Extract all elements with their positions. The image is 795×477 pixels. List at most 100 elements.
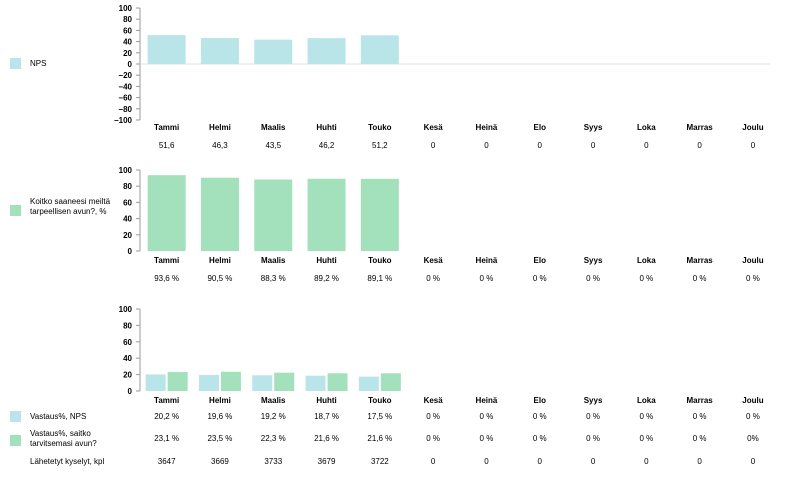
resp-bar-nps: [358, 376, 379, 391]
sent-count-value: 3669: [211, 457, 229, 466]
resp-bar-help: [167, 372, 188, 391]
sent-count-value: 3647: [158, 457, 176, 466]
sent-count-label: Lähetetyt kyselyt, kpl: [30, 457, 104, 466]
resp-help-value-label: 0 %: [693, 434, 707, 443]
resp-category-label: Kesä: [424, 396, 444, 405]
help-value-label: 89,1 %: [367, 274, 392, 283]
nps-bar: [200, 38, 239, 64]
help-ytick-label: 40: [123, 215, 132, 224]
resp-nps-value-label: 18,7 %: [314, 412, 339, 421]
nps-category-label: Loka: [637, 123, 656, 132]
nps-category-label: Huhti: [316, 123, 336, 132]
resp-bar-nps: [252, 375, 273, 391]
resp-help-value-label: 0%: [747, 434, 759, 443]
help-value-label: 0 %: [533, 274, 547, 283]
resp-nps-value-label: 19,2 %: [261, 412, 286, 421]
help-bar: [147, 175, 186, 251]
resp-nps-value-label: 19,6 %: [207, 412, 232, 421]
help-bar: [307, 178, 346, 251]
resp-category-label: Heinä: [476, 396, 498, 405]
nps-category-label: Touko: [368, 123, 392, 132]
nps-ytick-label: 100: [119, 4, 133, 13]
help-bar: [360, 178, 399, 251]
help-category-label: Touko: [368, 256, 392, 265]
help-ytick-label: 60: [123, 198, 132, 207]
nps-ytick-label: −20: [118, 71, 132, 80]
help-category-label: Kesä: [424, 256, 444, 265]
resp-ytick-label: 40: [123, 354, 132, 363]
help-category-label: Joulu: [742, 256, 763, 265]
resp-help-value-label: 0 %: [426, 434, 440, 443]
resp-category-label: Touko: [368, 396, 392, 405]
nps-category-label: Joulu: [742, 123, 763, 132]
resp-help-value-label: 0 %: [586, 434, 600, 443]
sent-count-value: 0: [644, 457, 649, 466]
nps-value-label: 46,3: [212, 141, 228, 150]
resp-help-value-label: 0 %: [533, 434, 547, 443]
help-category-label: Helmi: [209, 256, 231, 265]
nps-bar: [147, 35, 186, 64]
resp-nps-value-label: 0 %: [746, 412, 760, 421]
resp-help-value-label: 0 %: [639, 434, 653, 443]
nps-ytick-label: 80: [123, 15, 132, 24]
help-value-label: 0 %: [480, 274, 494, 283]
resp-category-label: Marras: [687, 396, 714, 405]
resp-bar-help: [327, 373, 348, 391]
resp-category-label: Maalis: [261, 396, 286, 405]
help-value-label: 0 %: [586, 274, 600, 283]
resp-nps-value-label: 0 %: [480, 412, 494, 421]
nps-ytick-label: −60: [118, 94, 132, 103]
help-ytick-label: 100: [119, 166, 133, 175]
nps-ytick-label: −40: [118, 82, 132, 91]
resp-bar-nps: [198, 374, 219, 391]
resp-help-value-label: 0 %: [480, 434, 494, 443]
help-value-label: 0 %: [426, 274, 440, 283]
help-bar: [200, 177, 239, 251]
help-value-label: 90,5 %: [207, 274, 232, 283]
resp-nps-value-label: 0 %: [586, 412, 600, 421]
sent-count-value: 0: [538, 457, 543, 466]
nps-value-label: 0: [697, 141, 702, 150]
resp-help-value-label: 22,3 %: [261, 434, 286, 443]
nps-value-label: 0: [644, 141, 649, 150]
nps-value-label: 0: [484, 141, 489, 150]
resp-category-label: Loka: [637, 396, 656, 405]
nps-ytick-label: 40: [123, 38, 132, 47]
resp-category-label: Tammi: [154, 396, 179, 405]
help-category-label: Marras: [687, 256, 714, 265]
nps-category-label: Tammi: [154, 123, 179, 132]
nps-category-label: Kesä: [424, 123, 444, 132]
resp-help-value-label: 21,6 %: [367, 434, 392, 443]
sent-count-value: 0: [697, 457, 702, 466]
nps-category-label: Elo: [534, 123, 547, 132]
resp-bar-help: [274, 372, 295, 391]
nps-category-label: Marras: [687, 123, 714, 132]
nps-ytick-label: 0: [128, 60, 133, 69]
resp-nps-value-label: 0 %: [533, 412, 547, 421]
help-category-label: Syys: [584, 256, 603, 265]
resp-nps-legend-label: Vastaus%, NPS: [30, 412, 86, 421]
nps-bar: [307, 38, 346, 64]
nps-bar: [360, 35, 399, 64]
nps-bar: [254, 39, 293, 64]
resp-help-value-label: 21,6 %: [314, 434, 339, 443]
help-value-label: 0 %: [746, 274, 760, 283]
resp-category-label: Syys: [584, 396, 603, 405]
help-legend-swatch: [10, 205, 21, 216]
help-legend-label: Koitko saaneesi meiltä tarpeellisen avun?…: [30, 197, 111, 216]
resp-ytick-label: 60: [123, 338, 132, 347]
resp-nps-value-label: 0 %: [426, 412, 440, 421]
resp-nps-legend-swatch: [10, 411, 21, 422]
help-value-label: 0 %: [693, 274, 707, 283]
resp-help-legend-swatch: [10, 435, 21, 446]
help-category-label: Heinä: [476, 256, 498, 265]
help-category-label: Loka: [637, 256, 656, 265]
resp-nps-value-label: 0 %: [639, 412, 653, 421]
nps-value-label: 0: [751, 141, 756, 150]
sent-count-value: 0: [431, 457, 436, 466]
sent-count-value: 3733: [264, 457, 282, 466]
resp-ytick-label: 100: [119, 305, 133, 314]
resp-nps-value-label: 17,5 %: [367, 412, 392, 421]
help-ytick-label: 80: [123, 182, 132, 191]
resp-category-label: Elo: [534, 396, 547, 405]
